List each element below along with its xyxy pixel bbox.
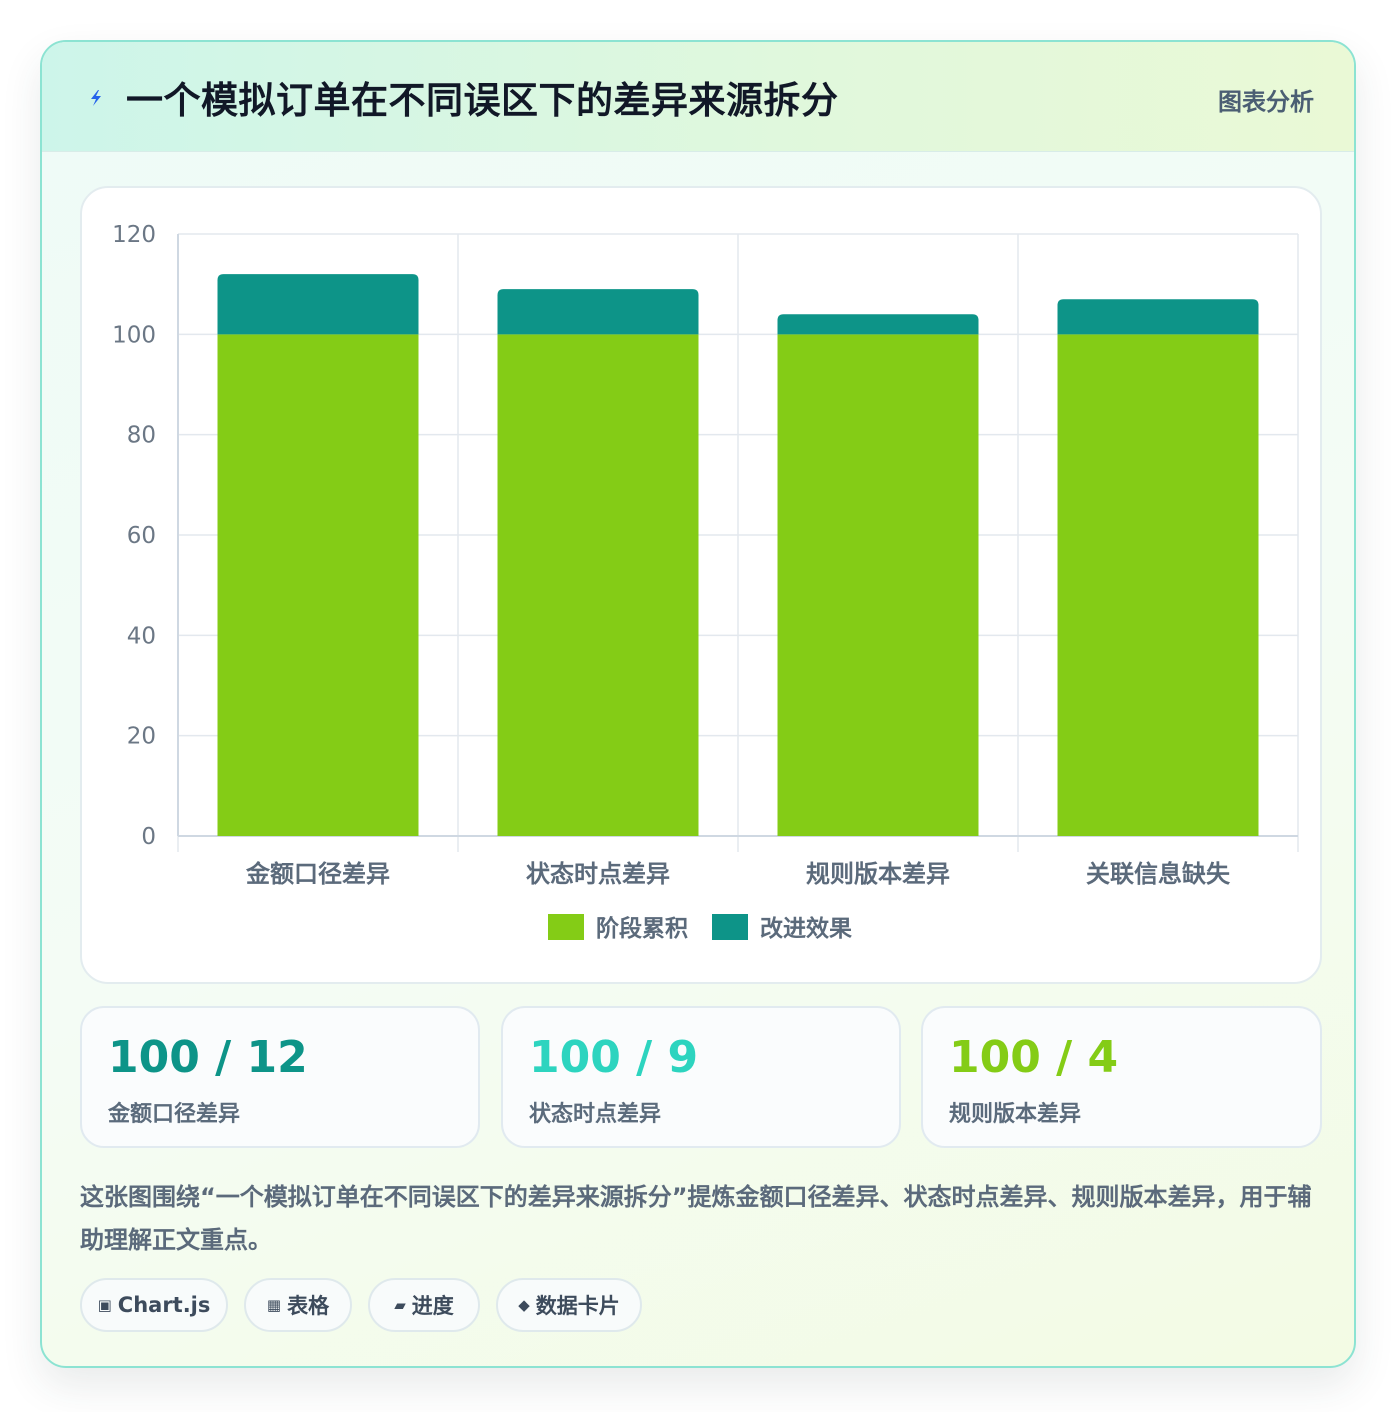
stat-card-amount: 100 / 12 金额口径差异	[80, 1006, 480, 1148]
lightning-icon	[91, 90, 101, 106]
tag-chartjs[interactable]: ▣ Chart.js	[80, 1278, 228, 1332]
tag-label: 进度	[411, 1294, 454, 1318]
page-title: 一个模拟订单在不同误区下的差异来源拆分	[126, 79, 839, 122]
chart-description: 这张图围绕“一个模拟订单在不同误区下的差异来源拆分”提炼金额口径差异、状态时点差…	[80, 1183, 1312, 1254]
y-tick-label: 20	[127, 724, 156, 750]
stat-value: 100 / 4	[949, 1032, 1119, 1083]
stat-card-rule: 100 / 4 规则版本差异	[921, 1006, 1322, 1148]
progress-icon: ▰	[394, 1296, 406, 1314]
tag-label: Chart.js	[117, 1293, 211, 1317]
bar-improvement	[497, 289, 699, 335]
bar-stage	[217, 334, 419, 836]
y-tick-label: 60	[127, 523, 156, 549]
bar-improvement	[217, 274, 419, 335]
stat-label: 金额口径差异	[108, 1102, 241, 1127]
chart-icon: ▣	[97, 1296, 112, 1314]
bar-improvement	[777, 314, 979, 335]
bar-stage	[777, 334, 979, 836]
tag-table[interactable]: ▦ 表格	[244, 1278, 352, 1332]
bar-stage	[1057, 334, 1259, 836]
stat-value: 100 / 9	[529, 1032, 699, 1083]
x-tick-label: 规则版本差异	[806, 860, 950, 888]
tag-data-card[interactable]: ◆ 数据卡片	[496, 1278, 642, 1332]
y-tick-label: 100	[112, 322, 156, 348]
tag-progress[interactable]: ▰ 进度	[368, 1278, 480, 1332]
chart-analysis-tag: 图表分析	[1218, 88, 1314, 116]
stat-value: 100 / 12	[108, 1032, 308, 1083]
bar-stage	[497, 334, 699, 836]
stat-label: 状态时点差异	[529, 1102, 662, 1127]
y-tick-label: 40	[127, 623, 156, 649]
x-tick-label: 状态时点差异	[526, 860, 670, 888]
x-tick-label: 金额口径差异	[245, 860, 390, 888]
y-tick-label: 80	[127, 423, 156, 449]
legend-label: 阶段累积	[596, 915, 688, 942]
card-header: 一个模拟订单在不同误区下的差异来源拆分 图表分析	[42, 42, 1354, 152]
stat-label: 规则版本差异	[949, 1102, 1082, 1127]
tag-label: 表格	[287, 1294, 330, 1318]
y-tick-label: 120	[112, 222, 156, 248]
chart-container: 0 20 40 60 80 100 120 金额口径差异 状态时点差异 规则版本差异 关联信息缺失阶…	[80, 186, 1322, 984]
bar-improvement	[1057, 299, 1259, 335]
stacked-bar-chart: 0 20 40 60 80 100 120 金额口径差异 状态时点差异 规则版本差异 关联信息缺失阶…	[112, 222, 1299, 942]
legend-swatch	[712, 914, 748, 940]
chart-card: 一个模拟订单在不同误区下的差异来源拆分 图表分析 0 20 40 60 80 100 120…	[40, 40, 1356, 1368]
x-tick-label: 关联信息缺失	[1086, 860, 1231, 888]
table-icon: ▦	[266, 1296, 282, 1314]
tag-label: 数据卡片	[535, 1294, 620, 1318]
legend-label: 改进效果	[760, 915, 852, 942]
legend-swatch	[548, 914, 584, 940]
diamond-icon: ◆	[518, 1296, 530, 1314]
stat-card-status: 100 / 9 状态时点差异	[501, 1006, 901, 1148]
y-tick-label: 0	[141, 824, 156, 850]
